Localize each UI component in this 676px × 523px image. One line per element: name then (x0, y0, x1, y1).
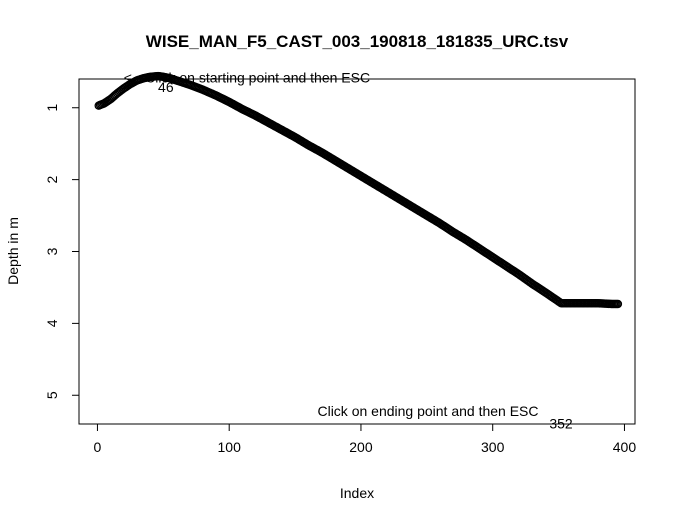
annotation-label: <-- Click on starting point and then ESC (124, 70, 370, 86)
y-axis: 1 2 3 4 5 (44, 104, 79, 399)
x-tick-label: 300 (481, 439, 505, 455)
x-axis-label: Index (340, 485, 374, 501)
y-tick-label: 5 (44, 391, 60, 399)
y-tick-label: 1 (44, 104, 60, 112)
x-axis: 0 100 200 300 400 (94, 424, 637, 455)
y-tick-label: 2 (44, 176, 60, 184)
y-axis-label: Depth in m (5, 217, 21, 285)
y-tick-label: 4 (44, 319, 60, 327)
annotation-label: 352 (549, 415, 573, 431)
annotation-label: 46 (158, 79, 174, 95)
chart-title: WISE_MAN_F5_CAST_003_190818_181835_URC.t… (146, 32, 569, 51)
x-tick-label: 0 (94, 439, 102, 455)
annotation-label: Click on ending point and then ESC (317, 403, 538, 419)
x-tick-label: 200 (349, 439, 373, 455)
x-tick-label: 400 (613, 439, 637, 455)
x-tick-label: 100 (218, 439, 242, 455)
plot-frame (78, 78, 636, 425)
data-point (613, 299, 623, 309)
annotations: <-- Click on starting point and then ESC… (124, 70, 573, 432)
y-tick-label: 3 (44, 247, 60, 255)
data-points (94, 71, 623, 309)
